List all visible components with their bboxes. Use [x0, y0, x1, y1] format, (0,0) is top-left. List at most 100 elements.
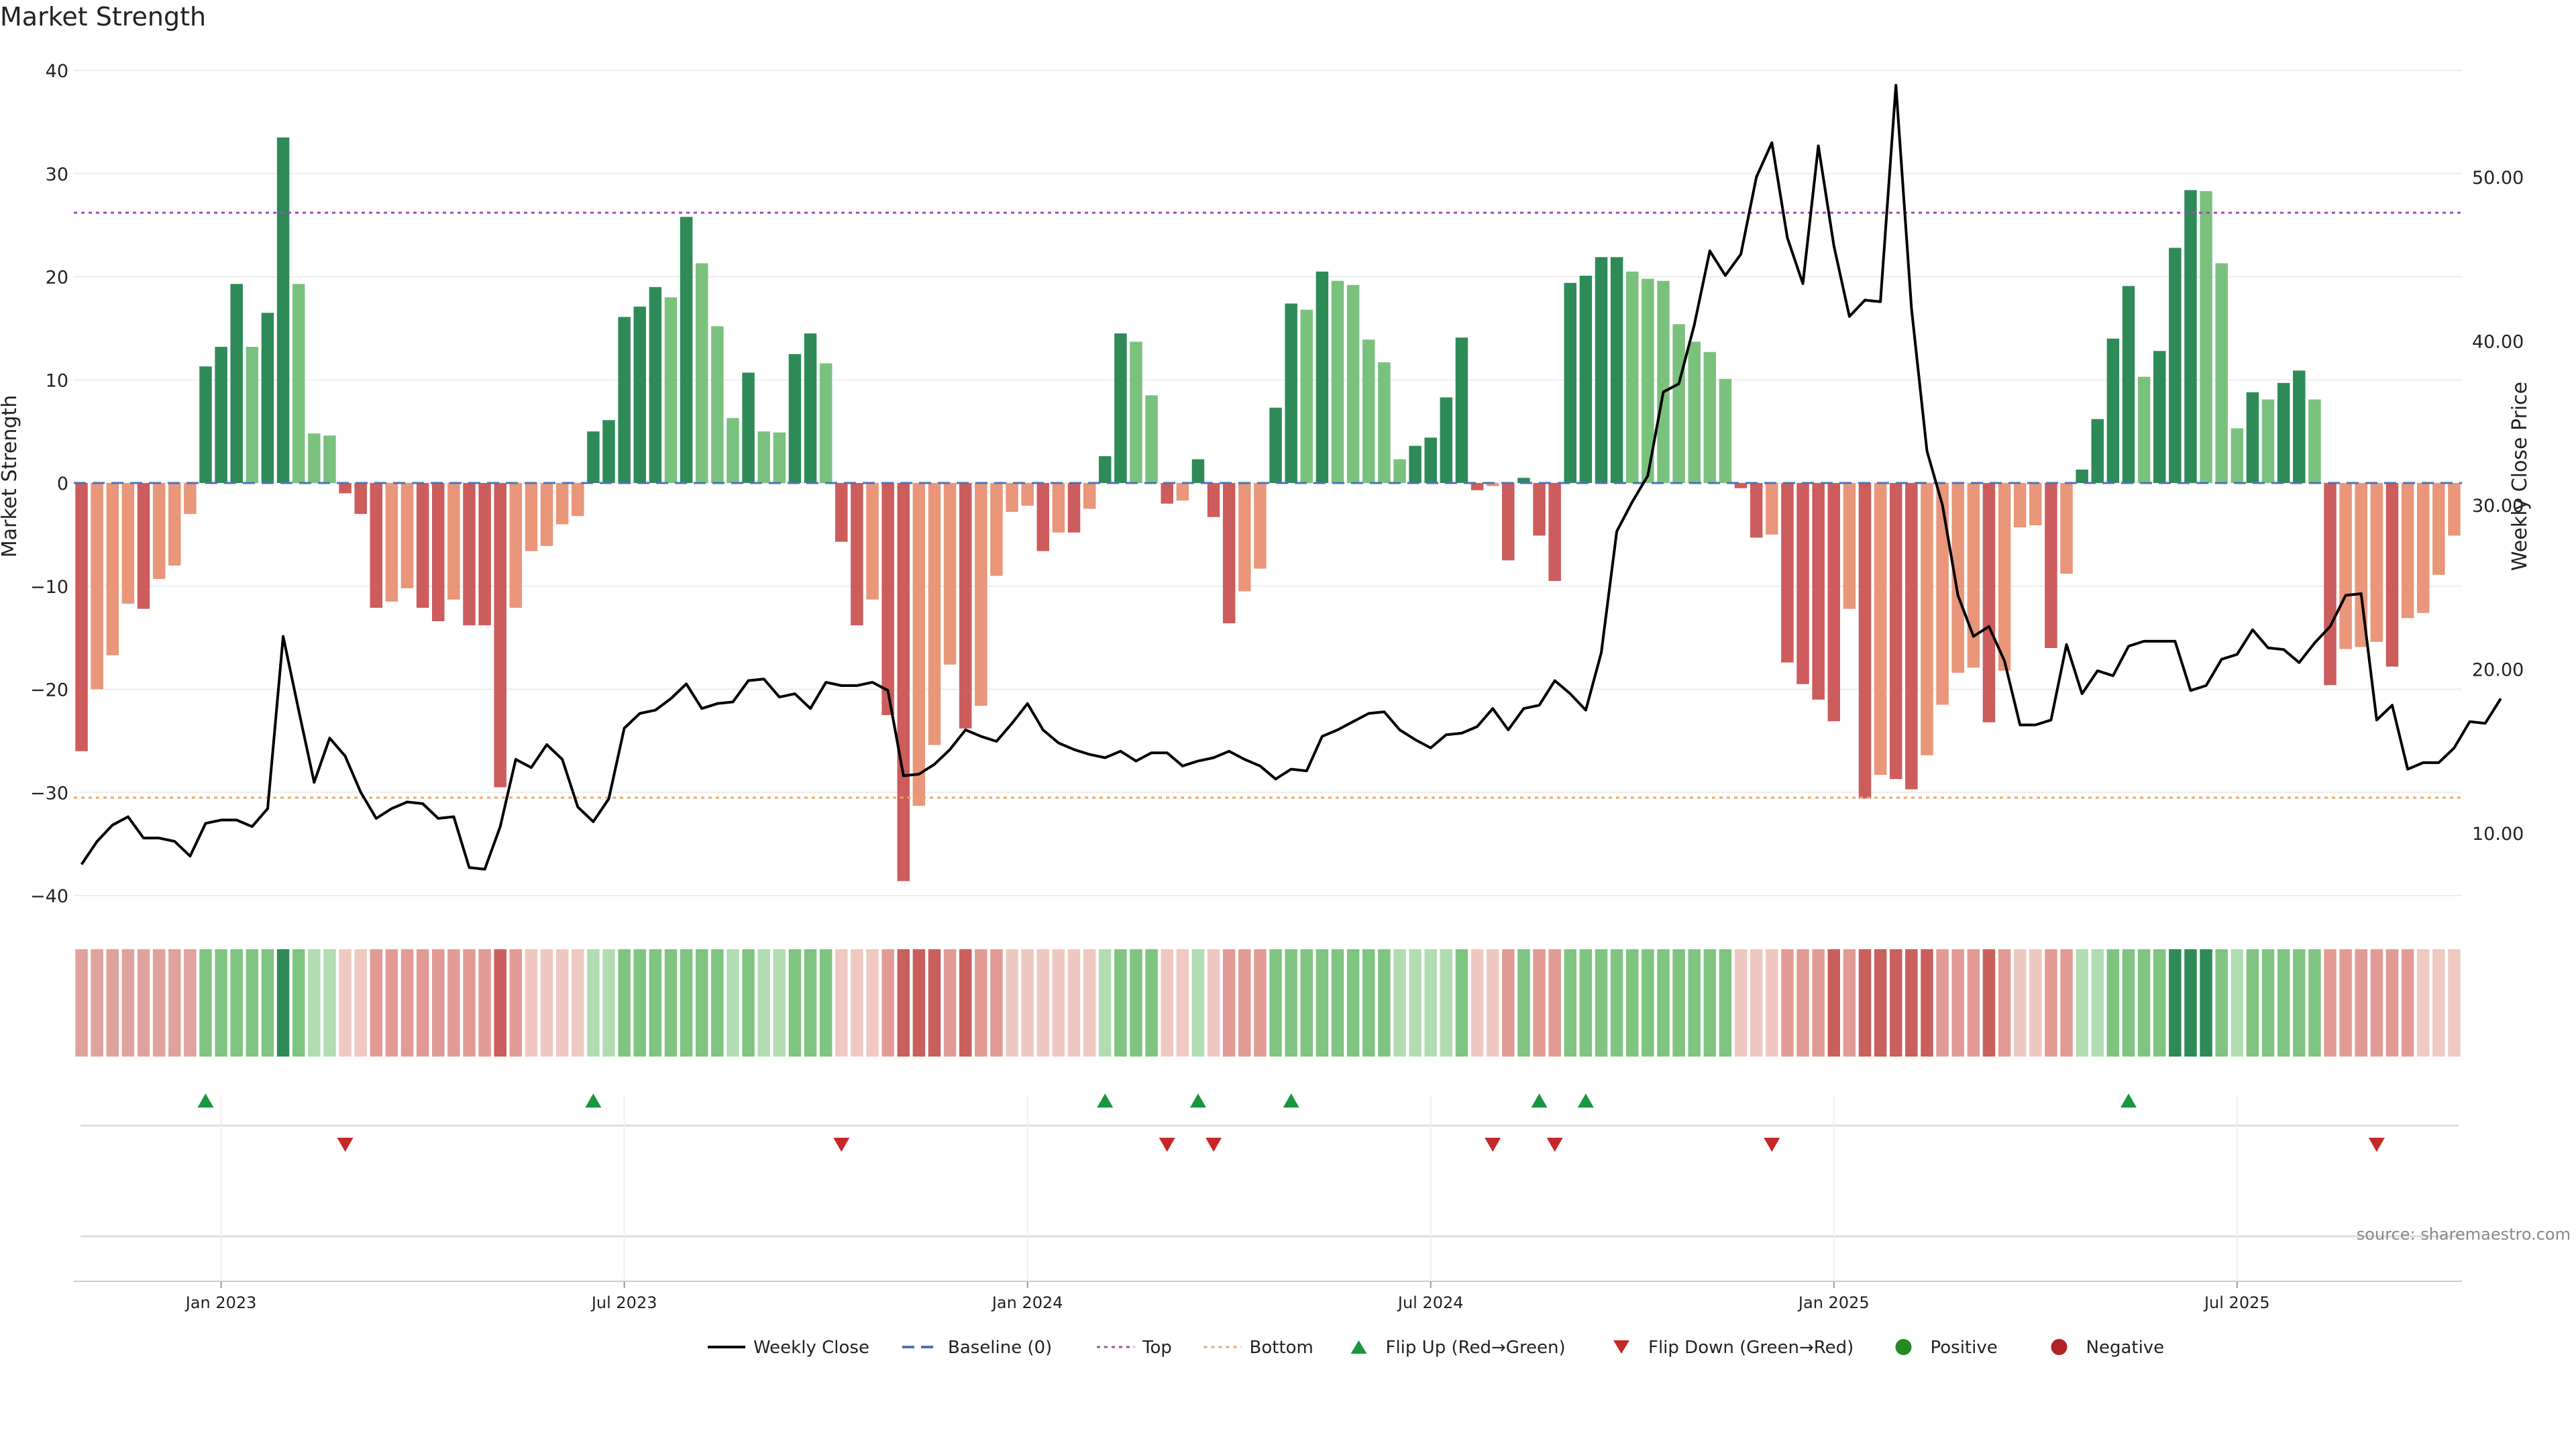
strength-bar [354, 483, 367, 515]
x-tick-label: Jan 2024 [991, 1293, 1063, 1312]
strength-bar [121, 483, 135, 604]
legend-item-flip_up: Flip Up (Red→Green) [1350, 1338, 1566, 1358]
heat-cell [1703, 949, 1717, 1057]
strength-bar [1982, 483, 1996, 722]
strength-bar [819, 363, 833, 483]
legend-label: Bottom [1250, 1338, 1313, 1358]
heat-cell [1750, 949, 1763, 1057]
heat-cell [727, 949, 739, 1057]
strength-bar [773, 432, 786, 483]
strength-bar [2385, 483, 2399, 667]
strength-bar [2324, 483, 2337, 686]
strength-bar [1254, 483, 1267, 569]
heat-cell [75, 949, 88, 1057]
strength-bar [199, 366, 212, 483]
flip-down-marker [1546, 1138, 1563, 1152]
y-tick-label: 10 [46, 370, 68, 391]
heat-cell [2076, 949, 2088, 1057]
strength-bar [1362, 339, 1375, 483]
heat-cell [664, 949, 678, 1057]
legend-item-negative: Negative [2051, 1338, 2164, 1358]
strength-bar [2153, 351, 2166, 483]
strength-bar [1796, 483, 1809, 684]
heat-cell [1176, 949, 1189, 1057]
strength-bar [1533, 483, 1546, 536]
legend-swatch [2051, 1339, 2068, 1355]
strength-bar [2246, 392, 2259, 483]
heat-cell [1921, 949, 1933, 1057]
strength-bar [2370, 483, 2383, 642]
strength-bar [1750, 483, 1763, 538]
heat-cell [184, 949, 197, 1057]
heat-cell [1502, 949, 1515, 1057]
strength-bar [2060, 483, 2073, 574]
strength-bar [137, 483, 150, 609]
strength-bar [2091, 419, 2104, 483]
heat-cell [370, 949, 383, 1057]
strength-bar [91, 483, 103, 690]
heat-cell [2153, 949, 2166, 1057]
weekly-close-polyline [80, 84, 2502, 871]
y2-tick-label: 20.00 [2472, 660, 2524, 681]
heat-cell [1734, 949, 1748, 1057]
strength-bar [2231, 428, 2244, 483]
strength-bar [788, 354, 802, 483]
y2-tick-label: 10.00 [2472, 824, 2524, 845]
heat-cell [2355, 949, 2367, 1057]
heat-cell [1378, 949, 1391, 1057]
strength-bar [1207, 483, 1220, 517]
heat-cell [2215, 949, 2228, 1057]
strength-bar [2045, 483, 2057, 648]
strength-bar [649, 286, 662, 483]
heat-cell [881, 949, 894, 1057]
x-tick-label: Jul 2025 [2203, 1293, 2270, 1312]
y-tick-label: −40 [30, 886, 68, 907]
legend-swatch [1613, 1340, 1629, 1354]
strength-bar [757, 431, 770, 483]
strength-bar [1455, 337, 1468, 483]
strength-bar [851, 483, 863, 626]
heat-cell [292, 949, 305, 1057]
legend-item-top: Top [1097, 1338, 1172, 1358]
strength-bar [246, 347, 259, 483]
heat-cell [261, 949, 274, 1057]
strength-bar [400, 483, 414, 588]
strength-bar [1719, 378, 1732, 483]
y-tick-label: 20 [46, 268, 68, 288]
strength-bar [1036, 483, 1050, 551]
heat-cell [416, 949, 429, 1057]
flip-up-marker [2120, 1093, 2137, 1108]
strength-bar [587, 431, 600, 483]
heat-cell [1951, 949, 1964, 1057]
flip-up-marker [1097, 1093, 1114, 1108]
heat-cell [91, 949, 103, 1057]
heat-cell [2432, 949, 2445, 1057]
heat-cell [1161, 949, 1173, 1057]
strength-bar [385, 483, 398, 602]
strength-bar [1114, 333, 1127, 483]
x-tick-label: Jul 2024 [1397, 1293, 1464, 1312]
strength-bar [727, 418, 739, 483]
heat-cell [2308, 949, 2321, 1057]
flip-down-marker [1205, 1138, 1222, 1152]
strength-bar [1331, 280, 1344, 483]
heat-cell [2169, 949, 2182, 1057]
heat-cell [2200, 949, 2212, 1057]
strength-bar [897, 483, 910, 881]
strength-bar [572, 483, 584, 517]
heat-cell [1967, 949, 1980, 1057]
heat-cell [525, 949, 538, 1057]
legend-item-baseline: Baseline (0) [902, 1338, 1052, 1358]
strength-bar [215, 347, 227, 483]
heat-cell [2106, 949, 2120, 1057]
strength-bar [804, 333, 817, 483]
strength-bar [1378, 362, 1391, 483]
strength-bar [990, 483, 1003, 576]
heat-cell [851, 949, 863, 1057]
heat-cell [1672, 949, 1685, 1057]
strength-bar [928, 483, 941, 745]
strength-bar [664, 297, 678, 483]
heat-cell [1610, 949, 1623, 1057]
heat-cell [975, 949, 987, 1057]
y-axis-ticks: 40 30 20 10 0 −10 −20 −30 −40 [30, 61, 68, 907]
